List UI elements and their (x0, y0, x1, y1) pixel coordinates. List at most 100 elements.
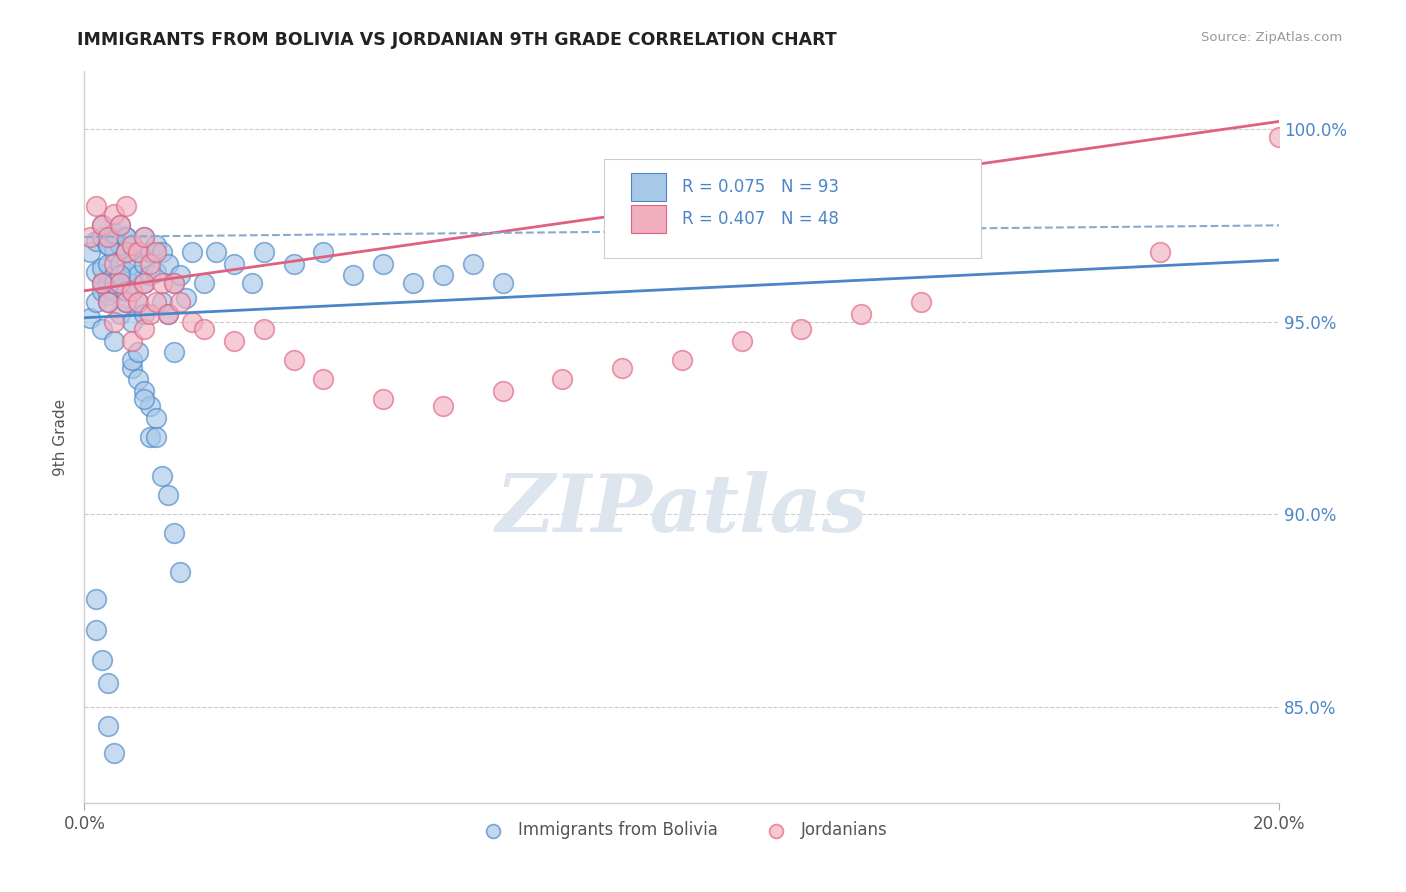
Point (91, 322, 114, 336)
Point (551, 372, 574, 386)
Point (145, 430, 167, 444)
Point (181, 315, 204, 329)
Point (103, 207, 125, 221)
Point (127, 295, 149, 310)
Point (110, 219, 132, 233)
Point (121, 284, 143, 298)
Point (97, 230, 120, 244)
Point (132, 230, 156, 244)
Point (97, 719, 120, 733)
Point (115, 199, 138, 213)
Point (110, 276, 132, 290)
Point (731, 334, 754, 348)
Point (121, 237, 143, 252)
Point (103, 334, 125, 348)
Point (240, 276, 263, 290)
Point (115, 284, 138, 298)
Point (312, 372, 335, 386)
Point (110, 307, 132, 321)
Point (671, 353, 693, 368)
Point (79, 230, 101, 244)
Point (145, 295, 167, 310)
Point (373, 257, 395, 271)
Point (103, 284, 125, 298)
Point (110, 276, 132, 290)
Point (253, 322, 276, 336)
Point (91, 219, 114, 233)
Point (432, 399, 454, 413)
Point (132, 276, 156, 290)
Point (86, 199, 108, 213)
Point (110, 268, 132, 283)
Point (97, 276, 120, 290)
Point (97, 237, 120, 252)
Text: Source: ZipAtlas.com: Source: ZipAtlas.com (1202, 31, 1343, 45)
Point (110, 237, 132, 252)
Point (103, 245, 125, 260)
Point (132, 322, 156, 336)
Point (110, 257, 132, 271)
Point (127, 245, 149, 260)
Point (163, 345, 186, 359)
Point (121, 334, 143, 348)
Point (461, 257, 484, 271)
Point (222, 257, 245, 271)
Point (115, 230, 138, 244)
Point (150, 468, 173, 483)
Point (163, 276, 186, 290)
Point (121, 284, 143, 298)
Point (139, 268, 162, 283)
Point (115, 230, 138, 244)
Point (97, 287, 120, 301)
Point (193, 322, 215, 336)
Point (121, 237, 143, 252)
Point (222, 334, 245, 348)
Point (115, 245, 138, 260)
Point (139, 399, 162, 413)
Point (91, 219, 114, 233)
Point (139, 307, 162, 321)
Point (79, 245, 101, 260)
Point (121, 353, 143, 368)
Point (253, 245, 276, 260)
Point (132, 392, 156, 406)
Point (492, 276, 515, 290)
Point (103, 230, 125, 244)
Point (163, 276, 186, 290)
Point (145, 237, 167, 252)
Point (97, 295, 120, 310)
Point (312, 245, 335, 260)
Point (103, 746, 125, 760)
Point (851, 307, 873, 321)
Point (612, 360, 634, 375)
Point (127, 245, 149, 260)
Point (910, 295, 932, 310)
Point (150, 245, 173, 260)
Point (283, 257, 305, 271)
Point (115, 295, 138, 310)
Point (205, 245, 228, 260)
Point (91, 276, 114, 290)
Point (115, 245, 138, 260)
Point (181, 245, 204, 260)
Point (86, 295, 108, 310)
Point (86, 264, 108, 278)
Point (139, 430, 162, 444)
Point (97, 257, 120, 271)
Point (139, 257, 162, 271)
Point (121, 360, 143, 375)
Point (91, 653, 114, 667)
Point (127, 345, 149, 359)
Point (97, 295, 120, 310)
Point (91, 284, 114, 298)
Point (115, 264, 138, 278)
Text: R = 0.075   N = 93: R = 0.075 N = 93 (682, 178, 839, 196)
Point (790, 322, 813, 336)
Point (163, 526, 186, 541)
Point (145, 410, 167, 425)
Point (342, 268, 364, 283)
Point (86, 591, 108, 606)
Point (373, 392, 395, 406)
Text: R = 0.407   N = 48: R = 0.407 N = 48 (682, 211, 839, 228)
Point (157, 307, 180, 321)
